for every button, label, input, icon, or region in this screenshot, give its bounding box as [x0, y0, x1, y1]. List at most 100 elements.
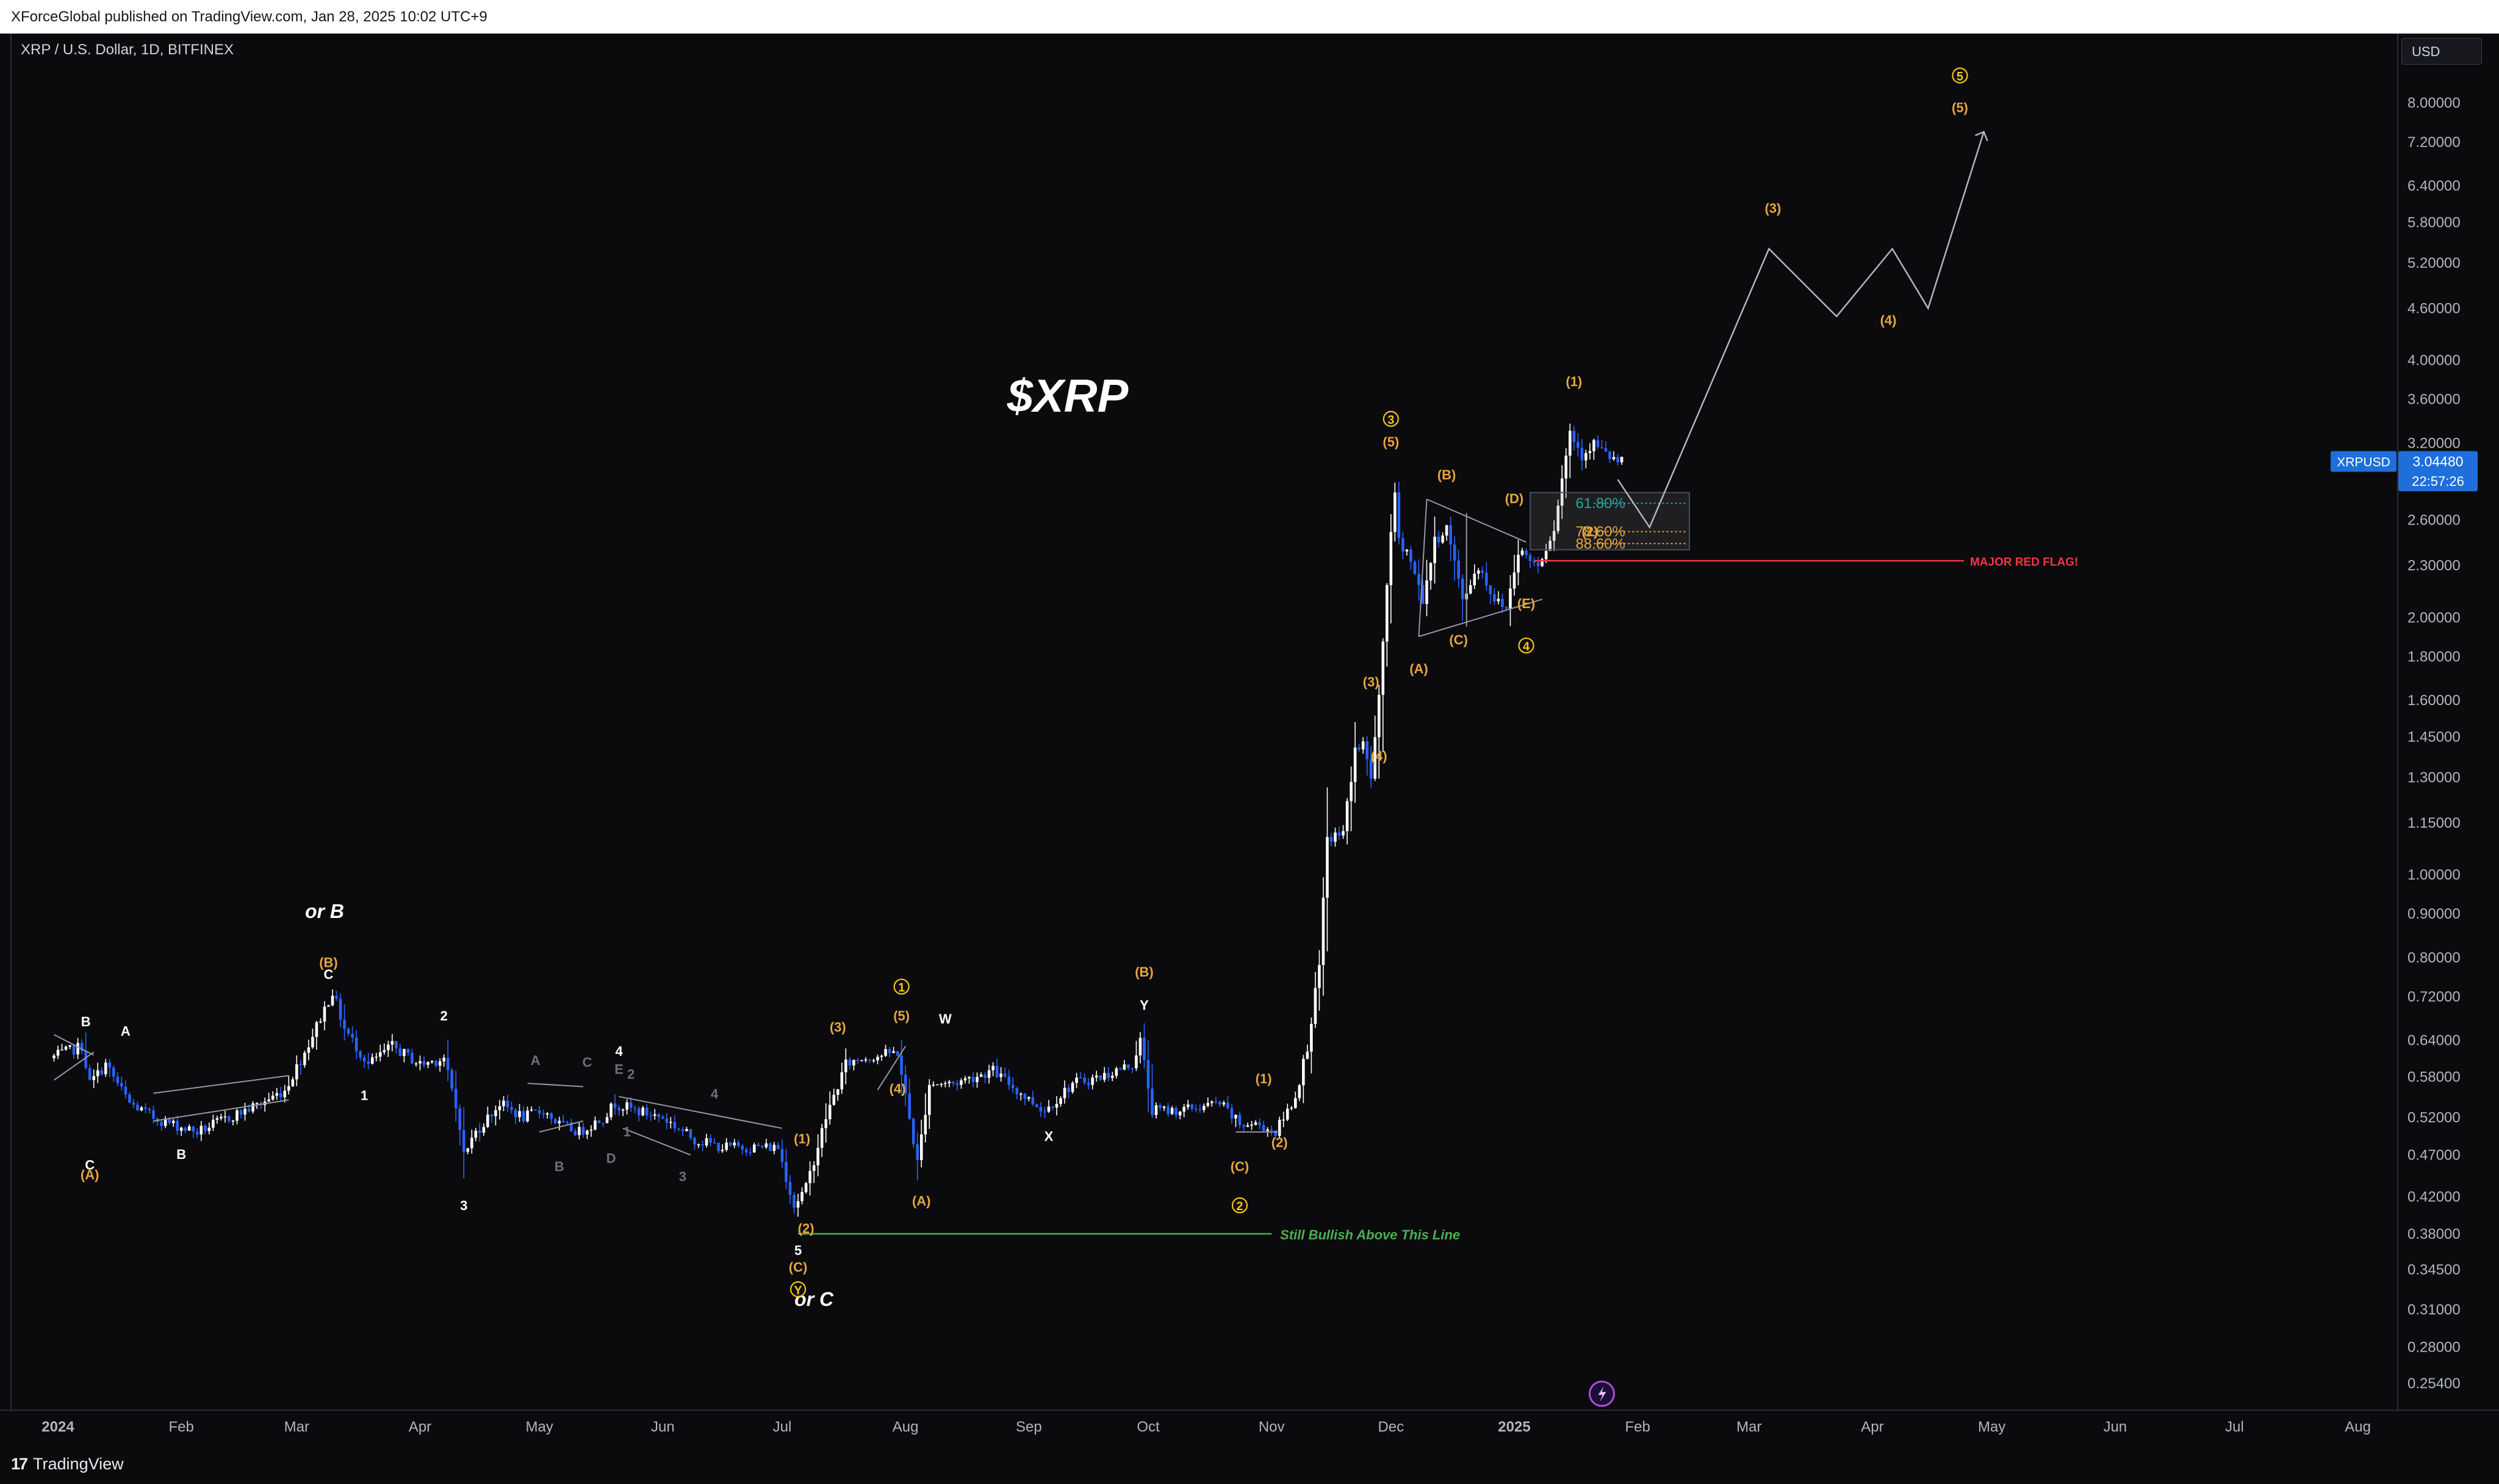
- candle-body: [1222, 1102, 1226, 1105]
- candle-body: [164, 1119, 167, 1126]
- chart-area[interactable]: 9.000008.000007.200006.400005.800005.200…: [0, 34, 2499, 1444]
- candle-body: [76, 1042, 79, 1055]
- candle-body: [1294, 1098, 1297, 1108]
- wave-label: (A): [1409, 661, 1428, 676]
- candle-body: [104, 1063, 107, 1075]
- candle-body: [721, 1150, 724, 1152]
- candle-body: [1285, 1108, 1289, 1120]
- candle-body: [422, 1061, 426, 1065]
- candle-body: [367, 1061, 370, 1064]
- candle-body: [987, 1070, 991, 1078]
- candle-body: [1345, 801, 1349, 831]
- candle-body: [1083, 1077, 1086, 1083]
- wave-label: C: [324, 967, 334, 982]
- wave-label: (1): [794, 1131, 810, 1146]
- candle-body: [430, 1061, 434, 1063]
- candle-body: [1099, 1075, 1102, 1080]
- candle-body: [1258, 1122, 1261, 1125]
- price-tick-label: 6.40000: [2407, 177, 2461, 194]
- candle-body: [1115, 1068, 1118, 1076]
- candle-body: [339, 998, 342, 1020]
- candle-body: [1552, 531, 1556, 541]
- candle-body: [275, 1093, 278, 1096]
- candle-body: [478, 1130, 481, 1133]
- wave-circle: [1231, 1197, 1248, 1214]
- candle-body: [757, 1144, 760, 1146]
- currency-button[interactable]: USD: [2401, 38, 2482, 65]
- candle-body: [403, 1048, 406, 1056]
- candle-body: [1457, 561, 1460, 579]
- candle-body: [578, 1127, 581, 1136]
- time-tick-label: May: [1978, 1419, 2005, 1435]
- price-tick-label: 8.00000: [2407, 95, 2461, 112]
- wave-label: A: [121, 1023, 131, 1039]
- wave-circle: [1383, 410, 1399, 427]
- candle-body: [498, 1106, 502, 1111]
- wave-label: (B): [1437, 467, 1456, 482]
- wave-label: or C: [794, 1288, 834, 1310]
- candle-body: [1389, 532, 1393, 586]
- candle-body: [168, 1119, 171, 1124]
- candle-body: [955, 1083, 959, 1085]
- time-tick-label: Mar: [1736, 1419, 1761, 1435]
- candle-body: [411, 1052, 414, 1064]
- wave-label: (2): [798, 1221, 814, 1236]
- projection-arrowhead: [1975, 131, 1988, 142]
- candle-body: [442, 1058, 445, 1062]
- candle-body: [383, 1050, 386, 1053]
- price-chart[interactable]: 9.000008.000007.200006.400005.800005.200…: [0, 34, 2499, 1444]
- footer-brand[interactable]: TradingView: [33, 1455, 124, 1473]
- candle-body: [1489, 585, 1492, 595]
- candle-body: [1421, 585, 1425, 604]
- candle-body: [148, 1108, 151, 1111]
- candle-body: [1437, 537, 1440, 543]
- price-tick-label: 0.64000: [2407, 1033, 2461, 1049]
- price-tick-label: 1.15000: [2407, 815, 2461, 831]
- candle-body: [116, 1077, 120, 1083]
- candle-body: [900, 1055, 903, 1075]
- candle-body: [947, 1081, 951, 1083]
- candle-body: [1493, 594, 1496, 601]
- candle-body: [736, 1142, 740, 1146]
- candle-body: [1151, 1088, 1154, 1116]
- candle-body: [1433, 537, 1436, 564]
- wave-label: (B): [1135, 964, 1154, 980]
- candle-body: [1473, 573, 1476, 586]
- candle-body: [112, 1067, 115, 1077]
- pattern-trendline: [153, 1075, 289, 1094]
- candle-body: [769, 1143, 772, 1151]
- candle-body: [1290, 1108, 1293, 1109]
- candle-body: [1242, 1125, 1245, 1127]
- candle-body: [255, 1103, 259, 1104]
- candle-body: [327, 1005, 330, 1007]
- candle-body: [1449, 525, 1452, 545]
- candle-body: [1441, 536, 1444, 543]
- candle-body: [1528, 555, 1532, 561]
- price-tick-label: 0.34500: [2407, 1262, 2461, 1278]
- plot-background: [11, 34, 2398, 1410]
- fib-level-label: 88.60%: [1575, 536, 1625, 552]
- candle-body: [645, 1107, 649, 1116]
- candle-body: [693, 1138, 696, 1145]
- wave-label: 1: [624, 1124, 631, 1139]
- time-tick-label: Aug: [893, 1419, 919, 1435]
- candle-body: [1485, 572, 1488, 586]
- candle-body: [231, 1120, 235, 1122]
- wave-label: or B: [305, 900, 344, 922]
- candle-body: [804, 1183, 808, 1192]
- candle-body: [287, 1086, 290, 1091]
- candle-body: [1505, 607, 1508, 609]
- chart-title: $XRP: [1007, 370, 1129, 422]
- candle-body: [1238, 1114, 1242, 1125]
- price-tick-label: 3.20000: [2407, 435, 2461, 451]
- candle-body: [1039, 1106, 1043, 1112]
- candle-body: [1397, 492, 1401, 539]
- candle-body: [1218, 1102, 1221, 1105]
- wave-label: (1): [1256, 1071, 1272, 1086]
- candle-body: [362, 1057, 366, 1062]
- candle-body: [1003, 1074, 1007, 1077]
- time-tick-label: Jul: [773, 1419, 792, 1435]
- symbol-tag: [2331, 451, 2397, 472]
- candle-body: [1230, 1108, 1234, 1119]
- candle-body: [868, 1059, 871, 1061]
